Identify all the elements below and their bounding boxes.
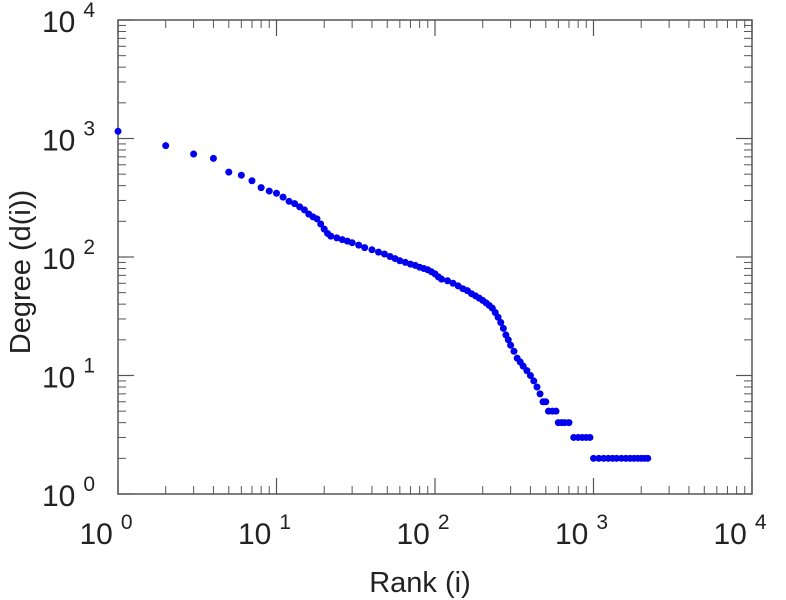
y-tick-label: 10 0 <box>42 473 95 513</box>
y-tick-label: 10 3 <box>42 118 95 158</box>
major-ticks <box>117 19 753 495</box>
data-point <box>361 244 369 252</box>
data-point <box>333 234 341 242</box>
data-point <box>355 241 363 249</box>
data-point <box>190 150 198 158</box>
data-point <box>530 377 538 385</box>
data-point <box>300 206 308 214</box>
data-point <box>237 171 245 179</box>
data-point <box>507 341 515 349</box>
x-tick-label: 10 3 <box>555 511 608 551</box>
data-point <box>291 200 299 208</box>
x-tick-label: 10 0 <box>79 511 132 551</box>
x-tick-label: 10 2 <box>396 511 449 551</box>
data-point <box>494 313 502 321</box>
y-tick-label: 10 4 <box>42 0 95 39</box>
data-point <box>225 168 233 176</box>
data-point <box>265 187 273 195</box>
data-point <box>348 239 356 247</box>
scatter-points <box>114 127 652 462</box>
data-point <box>380 250 388 258</box>
data-point <box>396 257 404 265</box>
data-point <box>499 324 507 332</box>
data-point <box>209 154 217 162</box>
minor-ticks <box>118 20 752 494</box>
data-point <box>248 177 256 185</box>
data-point <box>533 383 541 391</box>
data-point <box>565 419 573 427</box>
data-point <box>586 433 594 441</box>
plot-frame <box>117 19 753 495</box>
data-point <box>542 398 550 406</box>
data-point <box>523 367 531 375</box>
y-axis-label: Degree (d(i)) <box>5 190 37 354</box>
data-point <box>497 319 505 327</box>
x-tick-labels: 10 0 10 1 10 2 10 3 10 4 <box>79 511 766 551</box>
data-point <box>504 336 512 344</box>
data-point <box>368 246 376 254</box>
data-point <box>552 407 560 415</box>
data-point <box>114 127 122 135</box>
y-tick-label: 10 1 <box>42 355 95 395</box>
y-tick-label: 10 2 <box>42 236 95 276</box>
data-point <box>444 277 452 285</box>
data-point <box>317 220 325 228</box>
data-point <box>273 189 280 197</box>
x-tick-label: 10 1 <box>238 511 291 551</box>
data-point <box>313 215 321 223</box>
x-axis-label: Rank (i) <box>369 567 471 599</box>
data-point <box>327 232 335 240</box>
data-point <box>644 454 652 462</box>
data-point <box>438 275 446 283</box>
x-tick-label: 10 4 <box>713 511 766 551</box>
data-point <box>257 184 265 192</box>
data-point <box>374 248 382 256</box>
data-point <box>162 142 170 150</box>
data-point <box>285 197 293 205</box>
data-point <box>595 454 603 462</box>
data-point <box>279 193 287 201</box>
data-point <box>590 454 597 462</box>
data-point <box>510 347 518 355</box>
data-point <box>526 372 534 379</box>
data-point <box>536 390 544 398</box>
